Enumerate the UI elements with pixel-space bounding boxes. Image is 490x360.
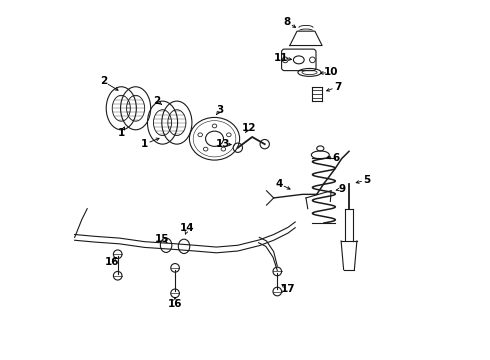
- Text: 17: 17: [281, 284, 295, 294]
- Text: 4: 4: [275, 179, 283, 189]
- Text: 6: 6: [333, 153, 340, 163]
- Text: 3: 3: [216, 105, 223, 115]
- Text: 9: 9: [338, 184, 345, 194]
- Polygon shape: [290, 31, 322, 45]
- Text: 15: 15: [155, 234, 170, 244]
- Text: 14: 14: [180, 224, 195, 233]
- Text: 16: 16: [105, 257, 120, 267]
- Text: 5: 5: [363, 175, 370, 185]
- Text: 13: 13: [216, 139, 231, 149]
- Text: 8: 8: [284, 17, 291, 27]
- Text: 16: 16: [168, 299, 182, 309]
- Text: 1: 1: [118, 129, 125, 138]
- Text: 11: 11: [273, 53, 288, 63]
- Text: 2: 2: [100, 76, 107, 86]
- Text: 2: 2: [153, 96, 161, 106]
- Text: 10: 10: [324, 67, 338, 77]
- Text: 1: 1: [141, 139, 148, 149]
- Text: 12: 12: [242, 123, 256, 133]
- Text: 7: 7: [334, 82, 341, 92]
